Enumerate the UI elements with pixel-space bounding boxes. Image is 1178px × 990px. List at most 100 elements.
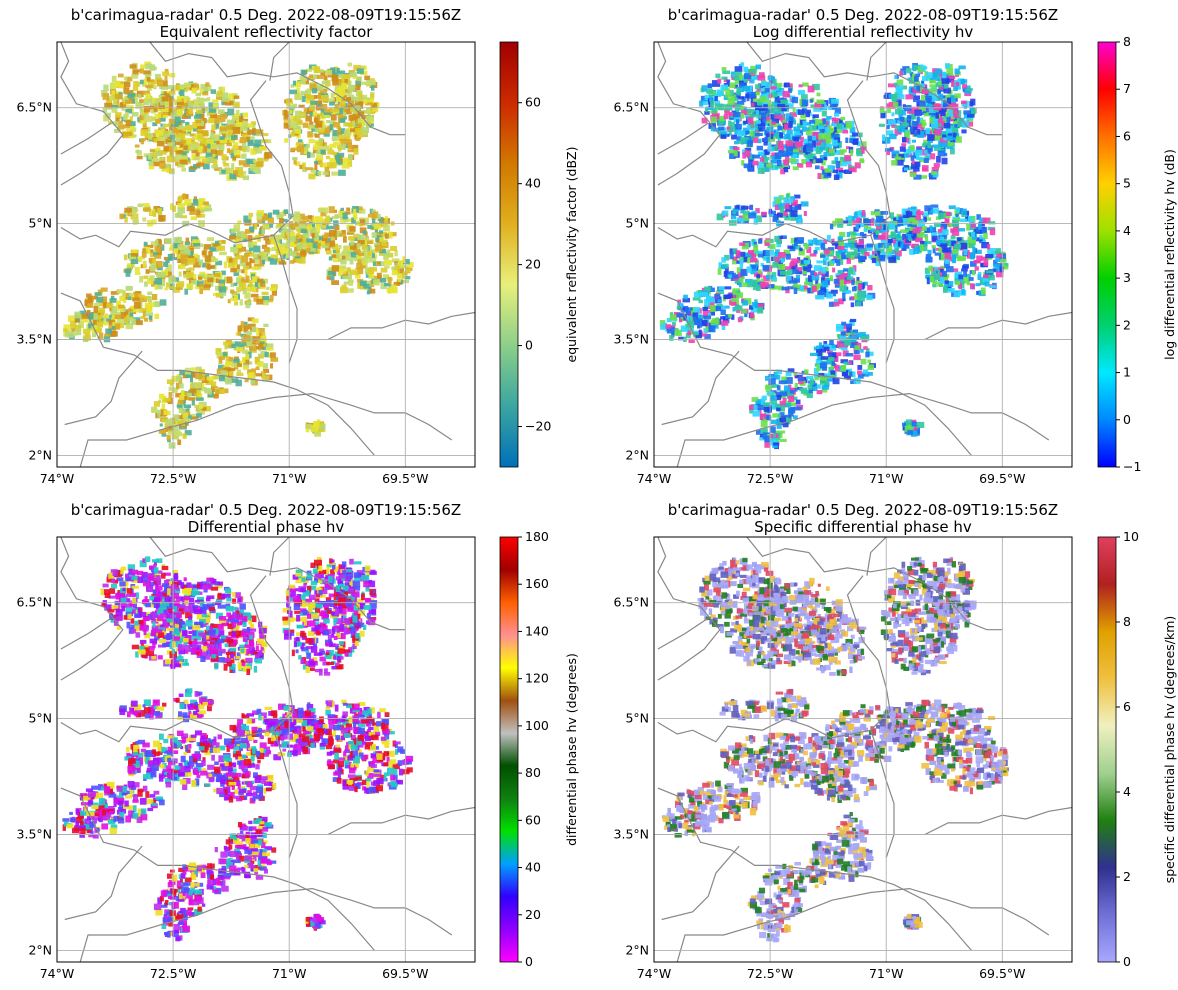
echo-cell xyxy=(175,382,180,390)
echo-cell xyxy=(774,96,780,103)
echo-cell xyxy=(274,235,282,240)
echo-cell xyxy=(833,174,840,180)
echo-cell xyxy=(230,268,237,273)
echo-cell xyxy=(324,218,331,225)
echo-cell xyxy=(325,238,334,244)
echo-cell xyxy=(388,231,393,239)
echo-cell xyxy=(180,390,185,396)
echo-cell xyxy=(734,148,739,153)
echo-cell xyxy=(91,295,98,300)
echo-cell xyxy=(338,210,345,216)
echo-cell xyxy=(685,332,691,338)
echo-cell xyxy=(190,279,197,284)
echo-cell xyxy=(131,98,135,104)
echo-cell xyxy=(751,74,758,80)
echo-cell xyxy=(744,113,751,118)
echo-cell xyxy=(132,297,140,302)
echo-cell xyxy=(114,323,121,330)
x-tick-label: 69.5°W xyxy=(382,471,428,486)
echo-cell xyxy=(211,124,218,130)
echo-cell xyxy=(186,206,195,212)
echo-cell xyxy=(687,332,691,336)
echo-cell xyxy=(894,156,901,160)
echo-cell xyxy=(244,229,250,234)
echo-cell xyxy=(160,123,164,127)
echo-cell xyxy=(123,87,130,94)
echo-cell xyxy=(766,99,772,106)
echo-cell xyxy=(241,142,247,149)
echo-cell xyxy=(922,108,931,114)
echo-cell xyxy=(356,262,363,269)
echo-cell xyxy=(180,215,187,219)
echo-cell xyxy=(259,146,267,151)
echo-cell xyxy=(162,168,170,172)
echo-cell xyxy=(819,123,825,127)
echo-cell xyxy=(943,152,948,157)
echo-cell xyxy=(199,209,205,213)
echo-cell xyxy=(719,115,726,122)
echo-cell xyxy=(231,362,237,367)
echo-cell xyxy=(155,130,164,137)
echo-cell xyxy=(231,116,239,121)
echo-cell xyxy=(212,243,221,247)
echo-cell xyxy=(330,92,335,98)
echo-cell xyxy=(229,138,236,143)
echo-cell xyxy=(145,246,151,254)
echo-cell xyxy=(111,314,115,321)
echo-cell xyxy=(704,299,710,306)
echo-cell xyxy=(345,97,352,102)
echo-cell xyxy=(169,135,175,140)
echo-cell xyxy=(177,399,184,404)
echo-cell xyxy=(144,317,149,322)
echo-cell xyxy=(263,235,270,241)
echo-cell xyxy=(777,103,785,109)
echo-cell xyxy=(814,247,820,251)
echo-cell xyxy=(392,284,397,291)
echo-cell xyxy=(93,303,100,309)
echo-cell xyxy=(920,66,928,70)
echo-cell xyxy=(910,106,918,112)
echo-cell xyxy=(715,73,721,79)
echo-cell xyxy=(855,223,859,230)
echo-cell xyxy=(141,82,146,87)
echo-cell xyxy=(310,83,317,89)
echo-cell xyxy=(254,258,260,264)
echo-cell xyxy=(870,211,876,216)
echo-cell xyxy=(245,158,251,165)
echo-cell xyxy=(331,135,338,141)
echo-cell xyxy=(174,213,183,218)
echo-cell xyxy=(122,292,126,297)
echo-cell xyxy=(267,212,273,218)
echo-cell xyxy=(325,242,333,248)
echo-cell xyxy=(195,393,203,400)
echo-cell xyxy=(863,228,868,233)
echo-cell xyxy=(786,275,792,282)
echo-cell xyxy=(347,98,354,105)
echo-cell xyxy=(293,81,301,88)
echo-cell xyxy=(798,249,805,256)
echo-cell xyxy=(170,87,174,93)
echo-cell xyxy=(911,206,917,210)
echo-cell xyxy=(759,157,765,162)
echo-cell xyxy=(783,249,791,257)
echo-cell xyxy=(909,234,917,241)
echo-cell xyxy=(177,119,185,124)
echo-cell xyxy=(316,223,320,227)
echo-cell xyxy=(173,129,180,133)
echo-cell xyxy=(353,119,361,124)
echo-cell xyxy=(338,79,344,85)
echo-cell xyxy=(264,151,273,159)
echo-cell xyxy=(153,138,160,143)
echo-cell xyxy=(313,140,321,144)
echo-cell xyxy=(187,115,191,119)
echo-cell xyxy=(233,170,240,175)
echo-cell xyxy=(941,157,948,165)
echo-cell xyxy=(250,148,256,155)
echo-cell xyxy=(837,222,844,228)
echo-cell xyxy=(979,234,983,240)
echo-cell xyxy=(223,139,231,144)
echo-cell xyxy=(365,115,373,121)
echo-cell xyxy=(178,408,186,414)
echo-cell xyxy=(243,146,250,153)
